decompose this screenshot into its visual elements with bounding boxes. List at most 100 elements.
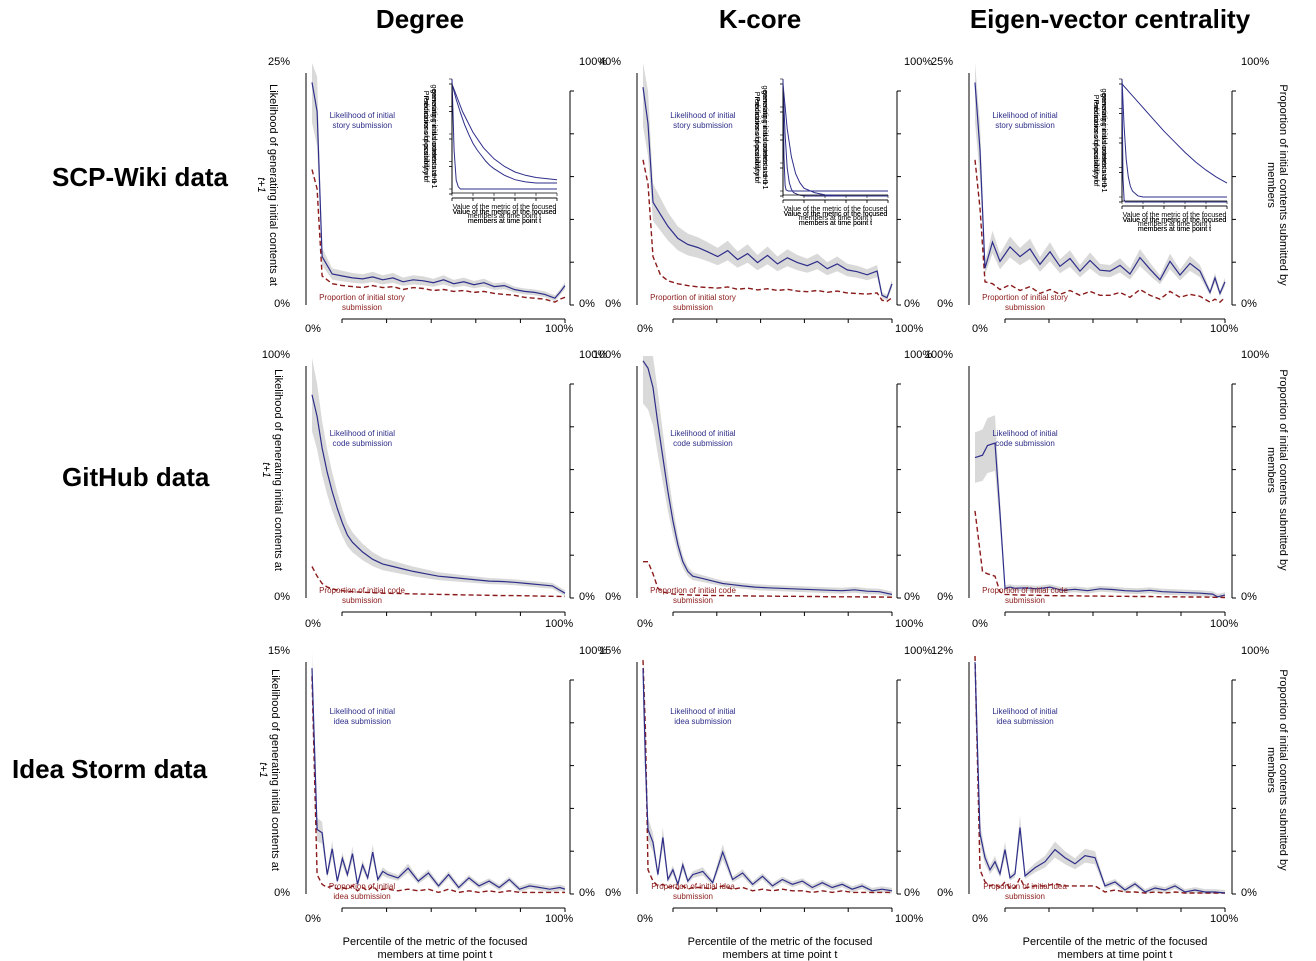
x-max-label: 100% [545,618,573,630]
inset-y-label: generating initial contents at t+1 [761,90,768,189]
proportion-label: idea submission [333,892,390,901]
panel-r2-c1: 15%0%100%0%0% 100%Likelihood of initialid… [599,83,932,925]
y-max-label: 40% [599,56,621,68]
inset-x-label: Value of the metric of the focused [453,209,557,216]
left-y-axis-title: Likelihood of generating initial content… [267,84,279,286]
likelihood-label: story submission [995,121,1055,130]
inset-x-label: members at time point t [468,213,541,220]
proportion-line [643,561,893,598]
proportion-label: Proportion of initial [329,882,395,891]
inset-x-label: members at time point t [1138,226,1211,233]
right-min-label: 0% [579,591,595,603]
likelihood-label: idea submission [674,717,731,726]
likelihood-label: Likelihood of initial [992,429,1058,438]
likelihood-label: idea submission [996,717,1053,726]
inset-y-label: generating initial contents at t+1 [761,85,768,184]
proportion-label: Proportion of initial story [982,293,1068,302]
confidence-band [312,358,565,597]
proportion-line [974,510,1226,599]
right-y-axis-title: Proportion of initial contents submitted… [1277,369,1289,571]
inset-y-label: Predications of possibility of [1092,100,1099,186]
y-max-label: 15% [268,645,290,657]
inset-x-label: Value of the metric of the focused [784,206,888,213]
panel-r2-c0: 15% 0% 100% 0% 0% 100% Likelihood of initial id… [268,83,607,925]
x-max-label: 100% [895,913,923,925]
x-min-label: 0% [305,913,321,925]
inset-chart: Predications of possibility of generating… [753,83,889,227]
inset-y-label: Predications of possibility of [753,97,760,183]
right-y-axis-title: members [1265,447,1277,493]
likelihood-label: code submission [333,439,393,448]
proportion-line [974,159,1226,303]
row-label-scp: SCP-Wiki data [52,162,229,192]
proportion-label: submission [673,596,713,605]
inset-y-label: Predications of possibility of [422,96,429,182]
right-max-label: 100% [904,645,932,657]
x-max-label: 100% [1210,618,1238,630]
inset-x-label: Value of the metric of the focused [1123,217,1227,224]
confidence-band [312,63,565,302]
inset-x-label: members at time point t [1138,226,1211,233]
inset-x-label: Value of the metric of the focused [453,204,557,211]
right-y-axis-title: Proportion of initial contents submitted… [1277,669,1289,871]
proportion-label: Proportion of initial code [982,586,1068,595]
proportion-label: Proportion of initial code [319,586,405,595]
inset-x-label: members at time point t [799,220,872,227]
proportion-line [974,655,1225,894]
inset-line [782,83,888,197]
y-max-label: 100% [925,349,953,361]
y-min-label: 0% [274,887,290,899]
proportion-line [311,676,565,894]
proportion-label: submission [342,596,382,605]
y-max-label: 100% [262,349,290,361]
row-label-ideastorm: Idea Storm data [12,754,208,784]
right-max-label: 100% [1241,349,1269,361]
likelihood-label: Likelihood of initial [992,111,1058,120]
col-title-degree: Degree [375,4,465,34]
x-axis-title: members at time point t [1058,949,1173,961]
left-y-axis-title: t+1 [257,762,269,778]
likelihood-label: Likelihood of initial [992,707,1058,716]
likelihood-line [974,82,1226,296]
panel-r1-c2: 100%0%100%0%0% 100%Likelihood of initialc… [925,78,1269,630]
likelihood-line [642,360,893,595]
inset-y-label: Predications of possibility of [753,97,760,183]
right-min-label: 0% [1241,591,1257,603]
inset-x-label: members at time point t [799,220,872,227]
y-min-label: 0% [937,591,953,603]
inset-line [782,83,888,197]
right-min-label: 0% [904,298,920,310]
right-y-axis-title: Proportion of initial contents submitted… [1277,84,1289,286]
right-max-label: 100% [1241,645,1269,657]
inset-x-label: members at time point t [468,218,541,225]
right-y-axis-title: members [1265,162,1277,208]
inset-line [782,78,888,192]
right-max-label: 100% [579,349,607,361]
x-min-label: 0% [637,913,653,925]
inset-x-label: Value of the metric of the focused [453,209,557,216]
row-label-github: GitHub data [62,462,210,492]
inset-y-label: generating initial contents at t+1 [1100,88,1107,187]
likelihood-label: Likelihood of initial [330,111,396,120]
x-max-label: 100% [545,913,573,925]
x-max-label: 100% [1210,323,1238,335]
x-min-label: 0% [637,618,653,630]
x-max-label: 100% [895,618,923,630]
y-max-label: 12% [931,645,953,657]
right-max-label: 100% [1241,56,1269,68]
proportion-line [311,169,566,303]
confidence-band [975,652,1225,894]
proportion-label: submission [1005,303,1045,312]
inset-x-label: members at time point t [1138,221,1211,228]
inset-line [1121,83,1228,184]
x-min-label: 0% [637,323,653,335]
x-axis-title: Percentile of the metric of the focused [688,936,873,948]
likelihood-line [642,668,893,892]
x-max-label: 100% [1210,913,1238,925]
likelihood-label: Likelihood of initial [330,707,396,716]
y-min-label: 0% [605,591,621,603]
inset-line [1121,78,1227,198]
proportion-label: submission [342,303,382,312]
inset-y-label: generating initial contents at t+1 [430,84,437,183]
